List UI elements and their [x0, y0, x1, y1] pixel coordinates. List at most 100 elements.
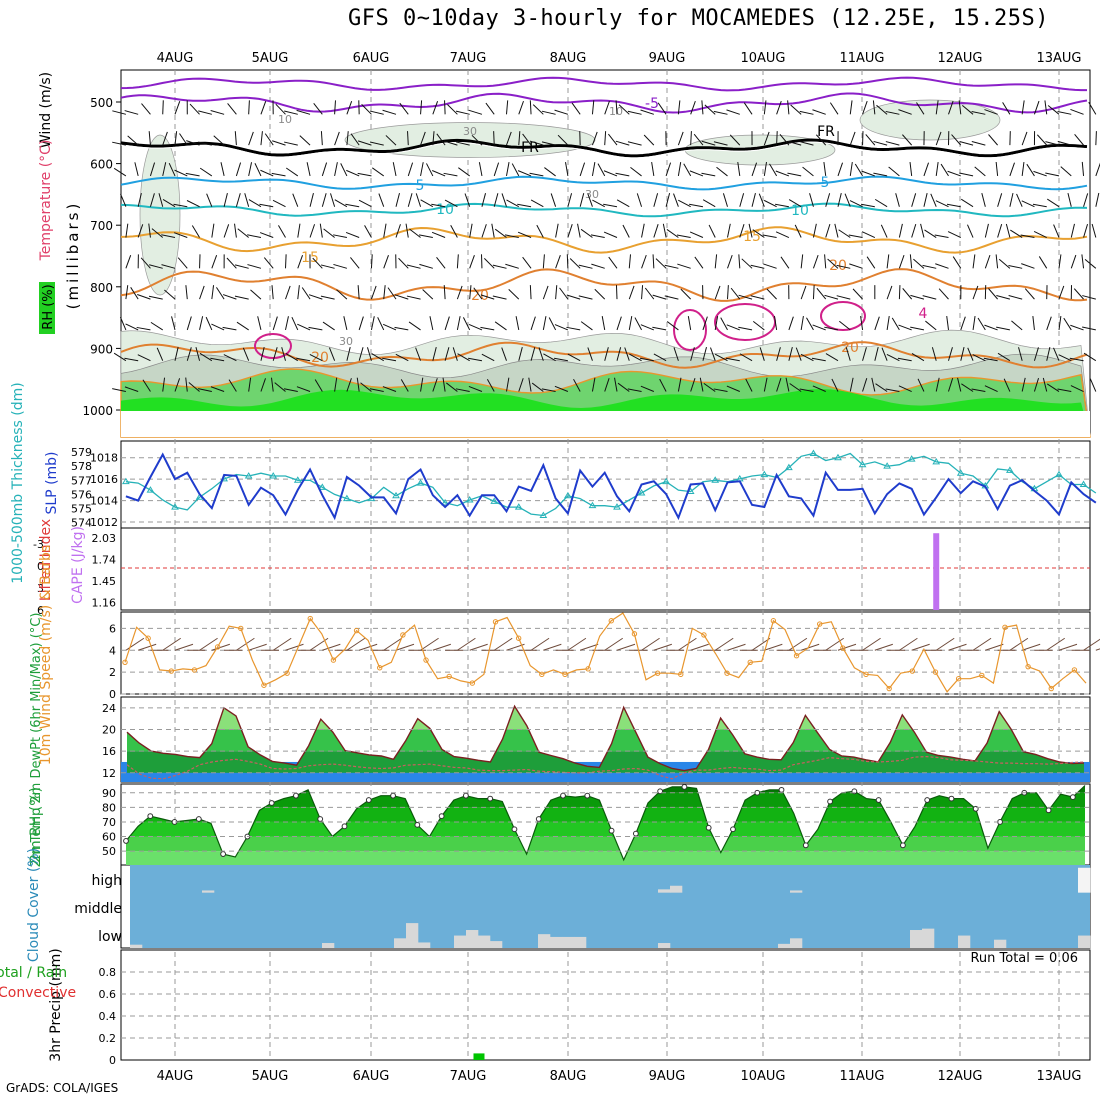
wind-barb	[162, 131, 168, 146]
day-label-bottom: 5AUG	[252, 1069, 289, 1084]
wind-barb	[603, 231, 618, 238]
wind-barb	[898, 254, 905, 269]
wind-barb	[615, 285, 618, 300]
wind-barb	[1033, 230, 1047, 238]
wind-barb	[676, 234, 691, 239]
cape-tick-label: 1.74	[92, 554, 117, 567]
wind-barb	[518, 378, 524, 392]
wind-barb	[909, 161, 913, 176]
wind-barb	[211, 223, 215, 238]
wind-barb	[972, 315, 976, 330]
wind-barb	[677, 377, 682, 392]
wind-barb	[377, 317, 385, 331]
wind-barb	[285, 167, 299, 177]
wind-barb	[296, 386, 311, 392]
wind-barb	[750, 264, 765, 269]
wind-barb	[615, 100, 618, 115]
wind-barb	[802, 166, 814, 177]
surface-wind-barb	[138, 643, 157, 651]
wind-barb	[935, 200, 949, 208]
wind-barb	[922, 295, 937, 300]
wind-barb	[972, 254, 976, 269]
surface-wind-barb	[285, 643, 304, 651]
wind-barb	[1042, 377, 1048, 392]
wind-barb	[713, 110, 728, 115]
wind-barb	[911, 353, 925, 362]
wind-barb	[320, 131, 323, 146]
surface-wind-barb	[899, 637, 918, 651]
wind-barb	[235, 193, 241, 207]
surface-wind-barb	[874, 643, 893, 651]
wind-barb	[752, 229, 765, 238]
wind-barb	[1083, 193, 1089, 207]
wind-barb	[297, 323, 311, 331]
wind-barb	[471, 134, 483, 146]
wind-barb	[1045, 141, 1060, 146]
rh-tick-label: 70	[102, 816, 116, 829]
wind-barb	[211, 254, 218, 269]
wind-barb	[222, 326, 237, 331]
wind-barb	[1046, 346, 1051, 361]
wind-barb	[284, 141, 298, 146]
wind-barb	[378, 193, 385, 207]
slp-tick-label: 1016	[90, 473, 118, 486]
wind-barb	[972, 354, 986, 362]
wind-speed-point	[1002, 624, 1008, 631]
wind-barb	[1009, 192, 1014, 207]
wind-barb	[677, 162, 682, 177]
wind-barb	[624, 347, 630, 361]
wind-barb	[836, 295, 851, 300]
wind-barb	[248, 162, 253, 177]
wind-barb	[112, 388, 126, 393]
thickness-point	[834, 453, 842, 461]
rh-point	[1069, 794, 1076, 801]
wind-barb	[323, 228, 335, 238]
wind-barb	[149, 193, 155, 207]
wind-barb	[812, 385, 826, 392]
wind-barb	[369, 110, 384, 115]
wind-barb	[442, 377, 446, 392]
wind-barb	[940, 163, 949, 177]
wind-barb	[480, 294, 495, 300]
wind-speed-point	[400, 632, 406, 638]
thickness-point	[637, 488, 646, 496]
rh-point	[438, 813, 445, 820]
wind-barb	[886, 353, 900, 362]
wind-speed-point	[284, 670, 290, 676]
temp-tick-label: 16	[102, 745, 116, 758]
wind-barb	[504, 234, 519, 239]
wind-barb	[776, 131, 778, 146]
wind-barb	[400, 379, 409, 392]
surface-wind-barb	[1095, 648, 1100, 651]
wind-barb	[567, 193, 573, 207]
wind-speed-point	[122, 659, 128, 665]
thickness-tick-label: 576	[71, 488, 92, 501]
rh-axis-title: 2m RH (%)	[28, 787, 44, 863]
wind-barb	[395, 353, 409, 362]
wind-barb	[690, 347, 695, 361]
surface-wind-barb	[457, 637, 476, 651]
wind-barb	[738, 326, 753, 331]
wind-barb	[199, 167, 213, 177]
wind-barb	[188, 382, 200, 392]
wind-barb	[1032, 315, 1035, 330]
cape-tick-label: 1.45	[92, 575, 117, 588]
wind-barb	[752, 320, 765, 331]
precip-tick-label: 0.8	[99, 966, 117, 979]
wind-barb	[628, 254, 632, 269]
wind-barb	[1081, 161, 1085, 176]
day-label-top: 5AUG	[252, 51, 289, 66]
thickness-point	[1006, 466, 1014, 473]
wind-barb	[766, 288, 777, 300]
surface-wind-barb	[935, 637, 955, 651]
wind-barb	[1046, 198, 1060, 208]
wind-barb	[699, 377, 704, 392]
wind-barb	[607, 133, 618, 146]
wind-barb	[789, 383, 802, 392]
wind-barb	[1060, 166, 1072, 177]
wind-barb	[530, 347, 536, 361]
wind-barb	[604, 378, 610, 392]
wind-barb	[860, 315, 864, 330]
wind-barb	[492, 264, 507, 269]
wind-barb	[457, 353, 470, 362]
